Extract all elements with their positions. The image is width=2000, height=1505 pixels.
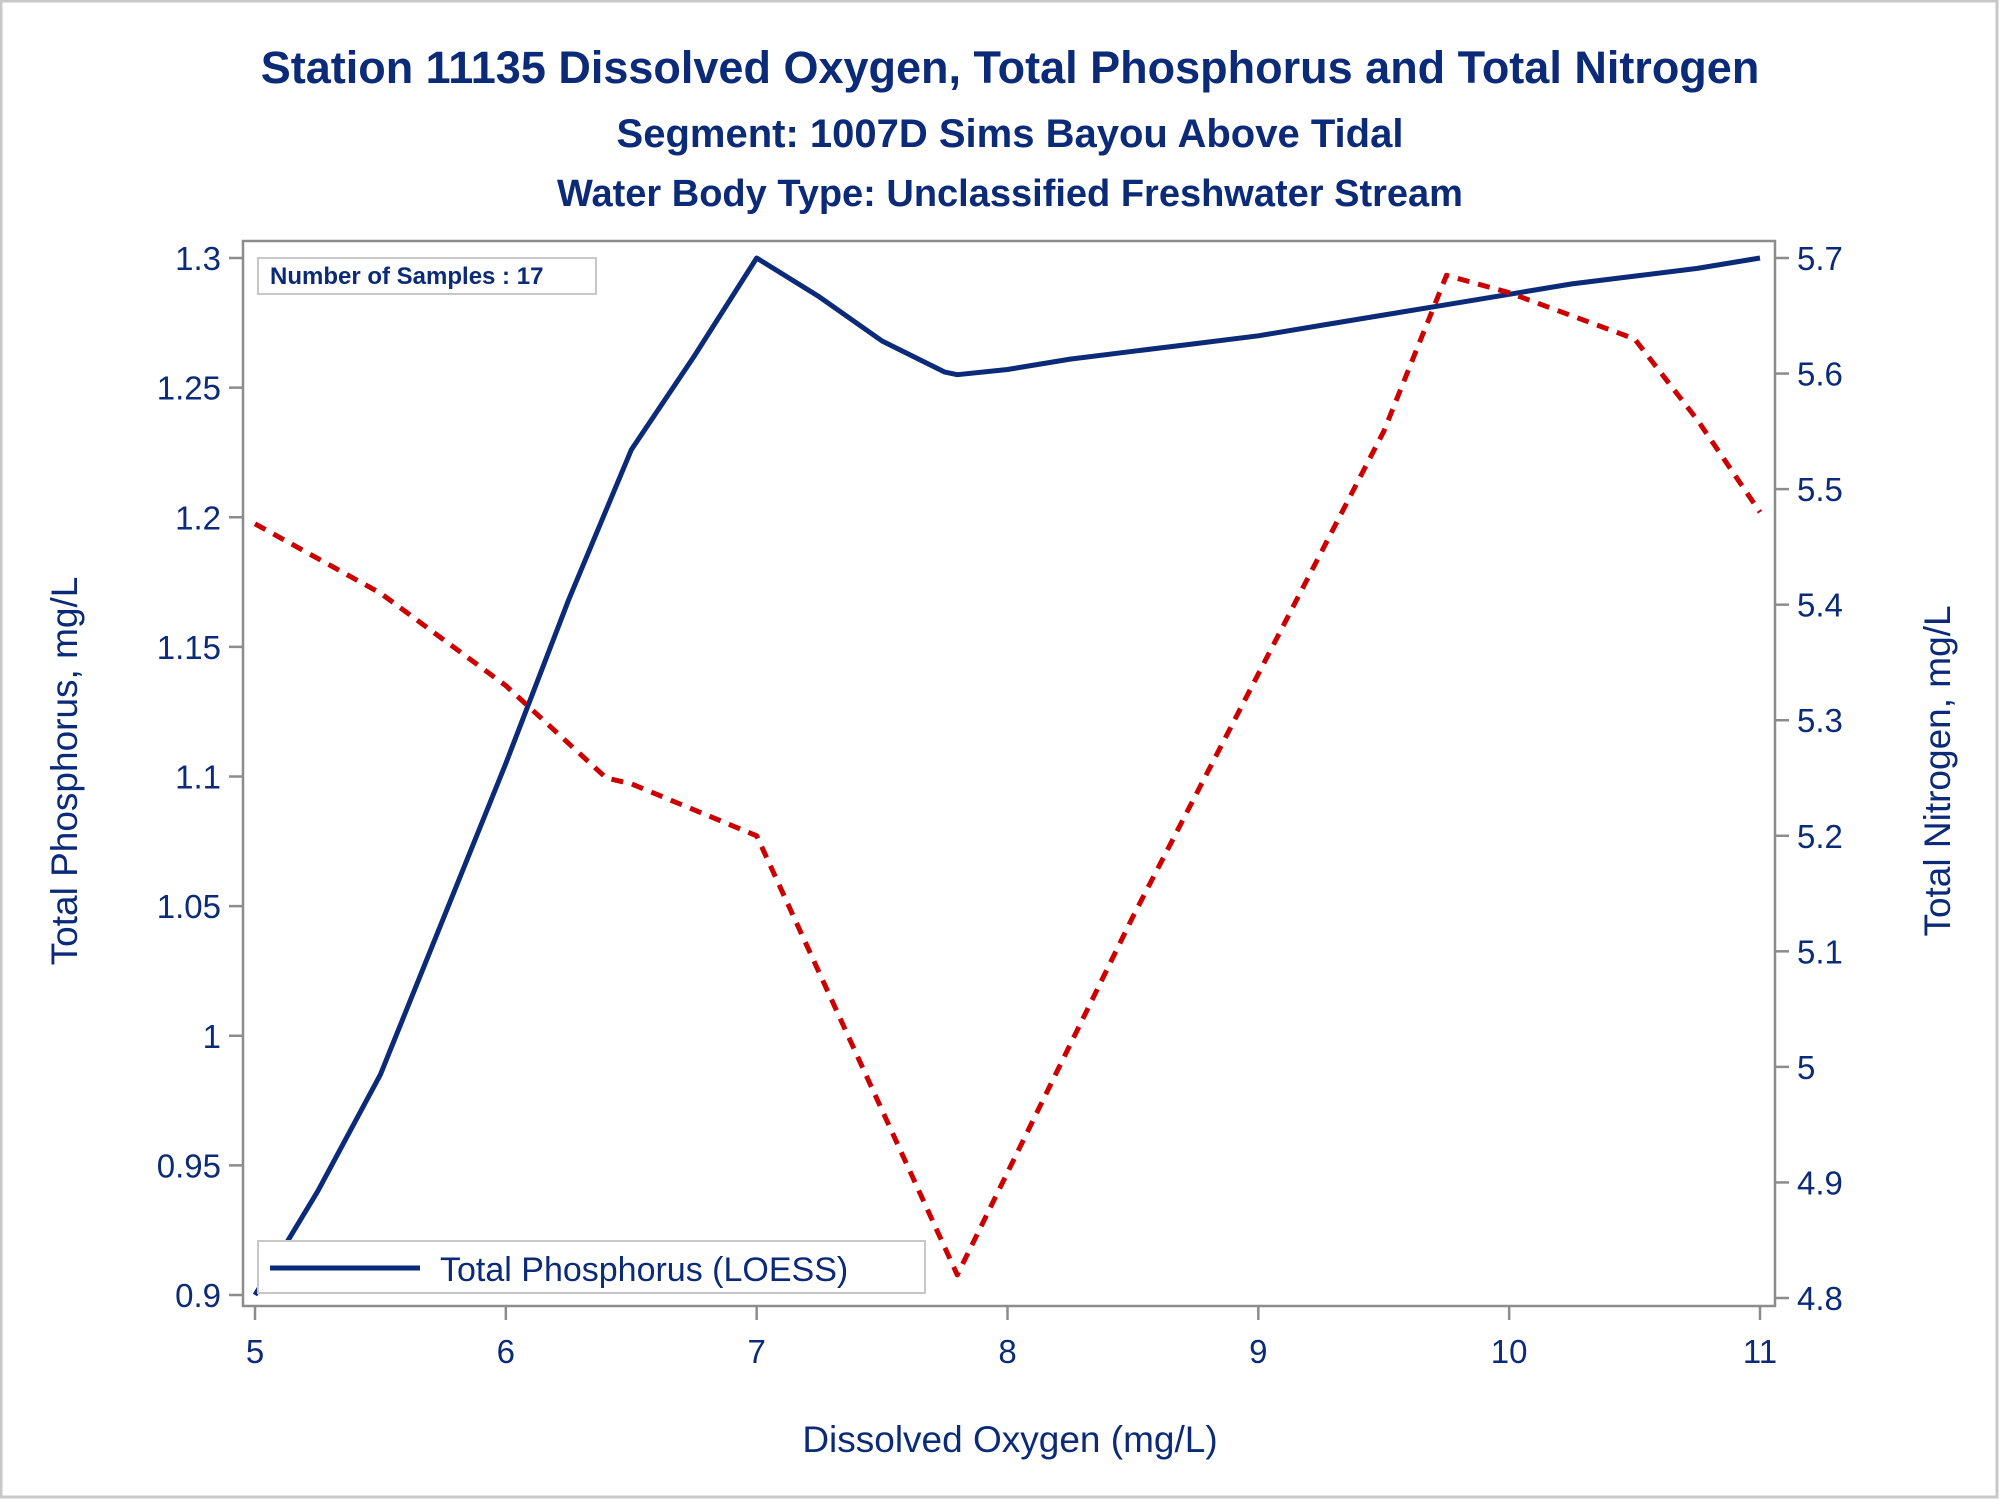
series-line-total-phosphorus xyxy=(252,255,1761,1297)
sample-count-box: Number of Samples : 17 xyxy=(257,257,597,295)
y2-tick-label-6: 5.4 xyxy=(1797,587,1843,624)
y2-tick-label-8: 5.6 xyxy=(1797,356,1843,393)
x-tick-label-5: 10 xyxy=(1491,1333,1528,1370)
x-tick-label-6: 11 xyxy=(1743,1333,1777,1370)
y-tick-label-6: 1.2 xyxy=(175,499,221,536)
y2-tick-label-0: 4.8 xyxy=(1797,1280,1843,1317)
sample-count-frame xyxy=(257,257,597,295)
legend: Total Phosphorus (LOESS) xyxy=(257,1240,926,1294)
y2-tick-label-2: 5 xyxy=(1797,1049,1815,1086)
x-tick-label-3: 8 xyxy=(998,1333,1016,1370)
y-axis-label: Total Phosphorus, mg/L xyxy=(44,577,85,966)
ticks-group: 5 6 7 8 9 10 11 0.9 0.95 1 1.05 1.1 1.15 1.2 1.25 1.3 4.… xyxy=(157,240,1843,1370)
series-group xyxy=(252,255,1763,1297)
chart-title: Station 11135 Dissolved Oxygen, Total Ph… xyxy=(261,42,1760,93)
chart-subtitle-2: Water Body Type: Unclassified Freshwater… xyxy=(557,173,1463,215)
y-tick-label-5: 1.15 xyxy=(157,629,221,666)
y2-tick-label-1: 4.9 xyxy=(1797,1164,1843,1201)
series-line-total-nitrogen xyxy=(253,272,1763,1278)
x-tick-label-0: 5 xyxy=(246,1333,264,1370)
y-tick-label-0: 0.9 xyxy=(175,1277,221,1314)
x-tick-label-1: 6 xyxy=(497,1333,515,1370)
y-tick-label-3: 1.05 xyxy=(157,888,221,925)
y2-tick-label-3: 5.1 xyxy=(1797,933,1843,970)
y2-tick-label-4: 5.2 xyxy=(1797,818,1843,855)
y2-tick-label-9: 5.7 xyxy=(1797,240,1843,277)
x-tick-label-4: 9 xyxy=(1249,1333,1267,1370)
y-tick-label-4: 1.1 xyxy=(175,759,221,796)
x-axis-label: Dissolved Oxygen (mg/L) xyxy=(802,1419,1217,1460)
y-tick-label-2: 1 xyxy=(203,1018,221,1055)
y-tick-label-7: 1.25 xyxy=(157,370,221,407)
y-tick-label-1: 0.95 xyxy=(157,1147,221,1184)
x-tick-label-2: 7 xyxy=(747,1333,765,1370)
y2-tick-label-5: 5.3 xyxy=(1797,702,1843,739)
plot-area xyxy=(241,239,1777,1308)
sample-count-text: Number of Samples : 17 xyxy=(270,263,543,290)
chart-subtitle: Segment: 1007D Sims Bayou Above Tidal xyxy=(617,112,1404,156)
y-tick-label-8: 1.3 xyxy=(175,240,221,277)
y2-tick-label-7: 5.5 xyxy=(1797,471,1843,508)
legend-label-phosphorus: Total Phosphorus (LOESS) xyxy=(440,1251,848,1289)
y2-axis-label: Total Nitrogen, mg/L xyxy=(1917,605,1958,936)
